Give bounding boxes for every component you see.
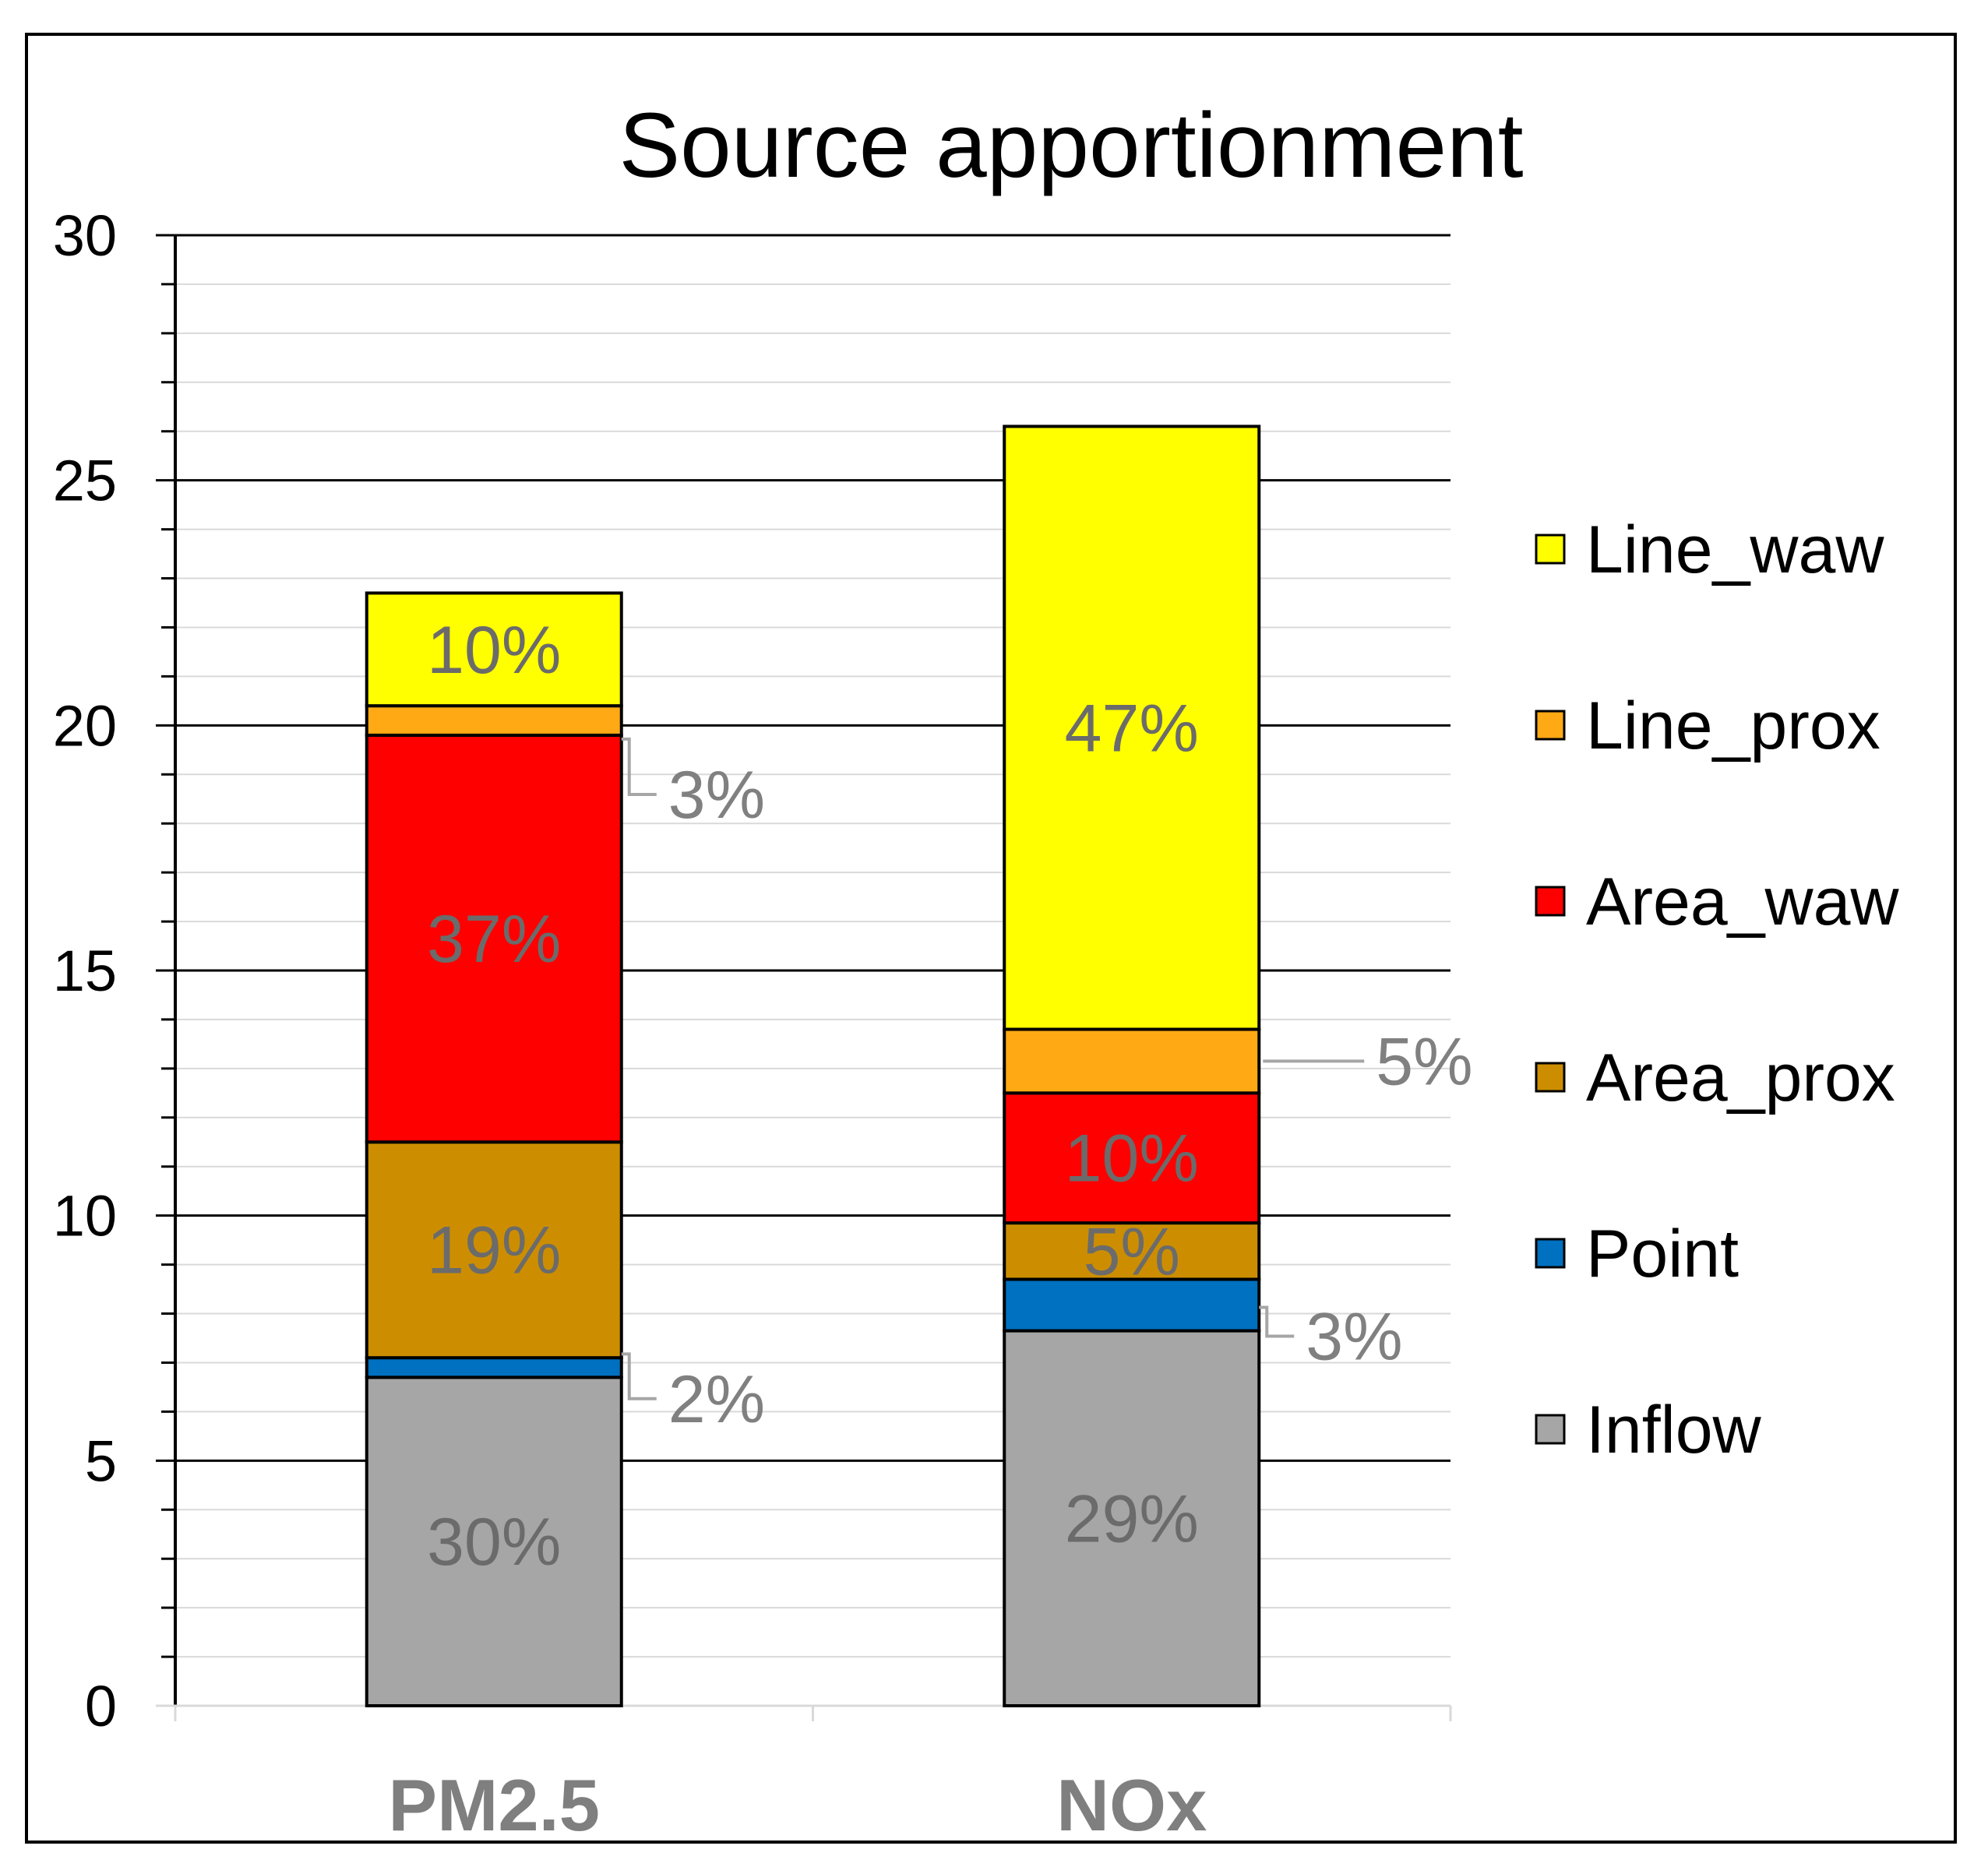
chart-frame bbox=[25, 33, 1957, 1844]
legend-swatch-area-prox bbox=[1535, 1062, 1566, 1093]
legend-label: Inflow bbox=[1586, 1393, 1762, 1467]
y-tick-label: 15 bbox=[53, 939, 117, 1003]
axes: 0 5 10 15 20 25 30 PM2.5 NOx bbox=[53, 203, 1452, 1846]
y-tick-label: 5 bbox=[85, 1428, 117, 1493]
data-label: 10% bbox=[1065, 1122, 1199, 1196]
bars bbox=[365, 424, 1261, 1708]
legend-label: Line_prox bbox=[1586, 689, 1880, 763]
y-tick-label: 25 bbox=[53, 449, 117, 513]
bar-segment-area-prox-pm25 bbox=[365, 1140, 623, 1360]
bar-segment-line-waw-pm25 bbox=[365, 591, 623, 708]
data-label: 2% bbox=[668, 1362, 765, 1437]
legend-swatch-point bbox=[1535, 1238, 1566, 1269]
y-tick-label: 0 bbox=[85, 1674, 117, 1738]
data-label: 30% bbox=[427, 1505, 561, 1580]
bar-segment-point-pm25 bbox=[365, 1356, 623, 1379]
chart-title: Source apportionment bbox=[619, 94, 1523, 197]
data-label: 29% bbox=[1065, 1481, 1199, 1556]
bar-segment-point-nox bbox=[1003, 1277, 1261, 1333]
bar-segment-area-waw-pm25 bbox=[365, 733, 623, 1144]
data-label: 19% bbox=[427, 1214, 561, 1288]
bar-segment-area-prox-nox bbox=[1003, 1221, 1261, 1281]
y-tick-label: 20 bbox=[53, 693, 117, 758]
data-labels: 30% 2% 19% 37% 3% 10% 29% 3% 5% 10% 5% 47% bbox=[427, 613, 1472, 1580]
legend-label: Point bbox=[1586, 1217, 1739, 1291]
x-category-label: NOx bbox=[1056, 1764, 1207, 1846]
leader-line bbox=[1259, 1305, 1295, 1338]
y-tick-label: 10 bbox=[53, 1184, 117, 1249]
leader-line bbox=[621, 1352, 657, 1400]
legend-swatch-line-prox bbox=[1535, 710, 1566, 741]
data-label: 47% bbox=[1065, 691, 1199, 766]
legend-swatch-line-waw bbox=[1535, 534, 1566, 565]
bar-segment-area-waw-nox bbox=[1003, 1091, 1261, 1225]
bar-segment-inflow-pm25 bbox=[365, 1376, 623, 1707]
bar-segment-line-waw-nox bbox=[1003, 424, 1261, 1031]
data-label: 5% bbox=[1376, 1024, 1472, 1099]
bar-segment-line-prox-nox bbox=[1003, 1027, 1261, 1095]
bar-segment-line-prox-pm25 bbox=[365, 704, 623, 737]
data-label: 10% bbox=[427, 613, 561, 688]
data-label: 3% bbox=[1306, 1300, 1402, 1375]
legend-swatch-inflow bbox=[1535, 1414, 1566, 1445]
data-label: 5% bbox=[1084, 1214, 1180, 1289]
legend: Line_waw Line_prox Area_waw Area_prox Point I… bbox=[1535, 513, 1899, 1467]
bar-segment-inflow-nox bbox=[1003, 1329, 1261, 1708]
leader-line bbox=[621, 737, 657, 797]
x-category-label: PM2.5 bbox=[388, 1764, 600, 1846]
legend-label: Area_waw bbox=[1586, 865, 1899, 939]
data-label: 3% bbox=[668, 758, 765, 833]
data-label: 37% bbox=[427, 902, 561, 977]
legend-label: Area_prox bbox=[1586, 1041, 1895, 1115]
legend-swatch-area-waw bbox=[1535, 886, 1566, 917]
y-tick-label: 30 bbox=[53, 203, 117, 268]
legend-label: Line_waw bbox=[1586, 513, 1884, 587]
